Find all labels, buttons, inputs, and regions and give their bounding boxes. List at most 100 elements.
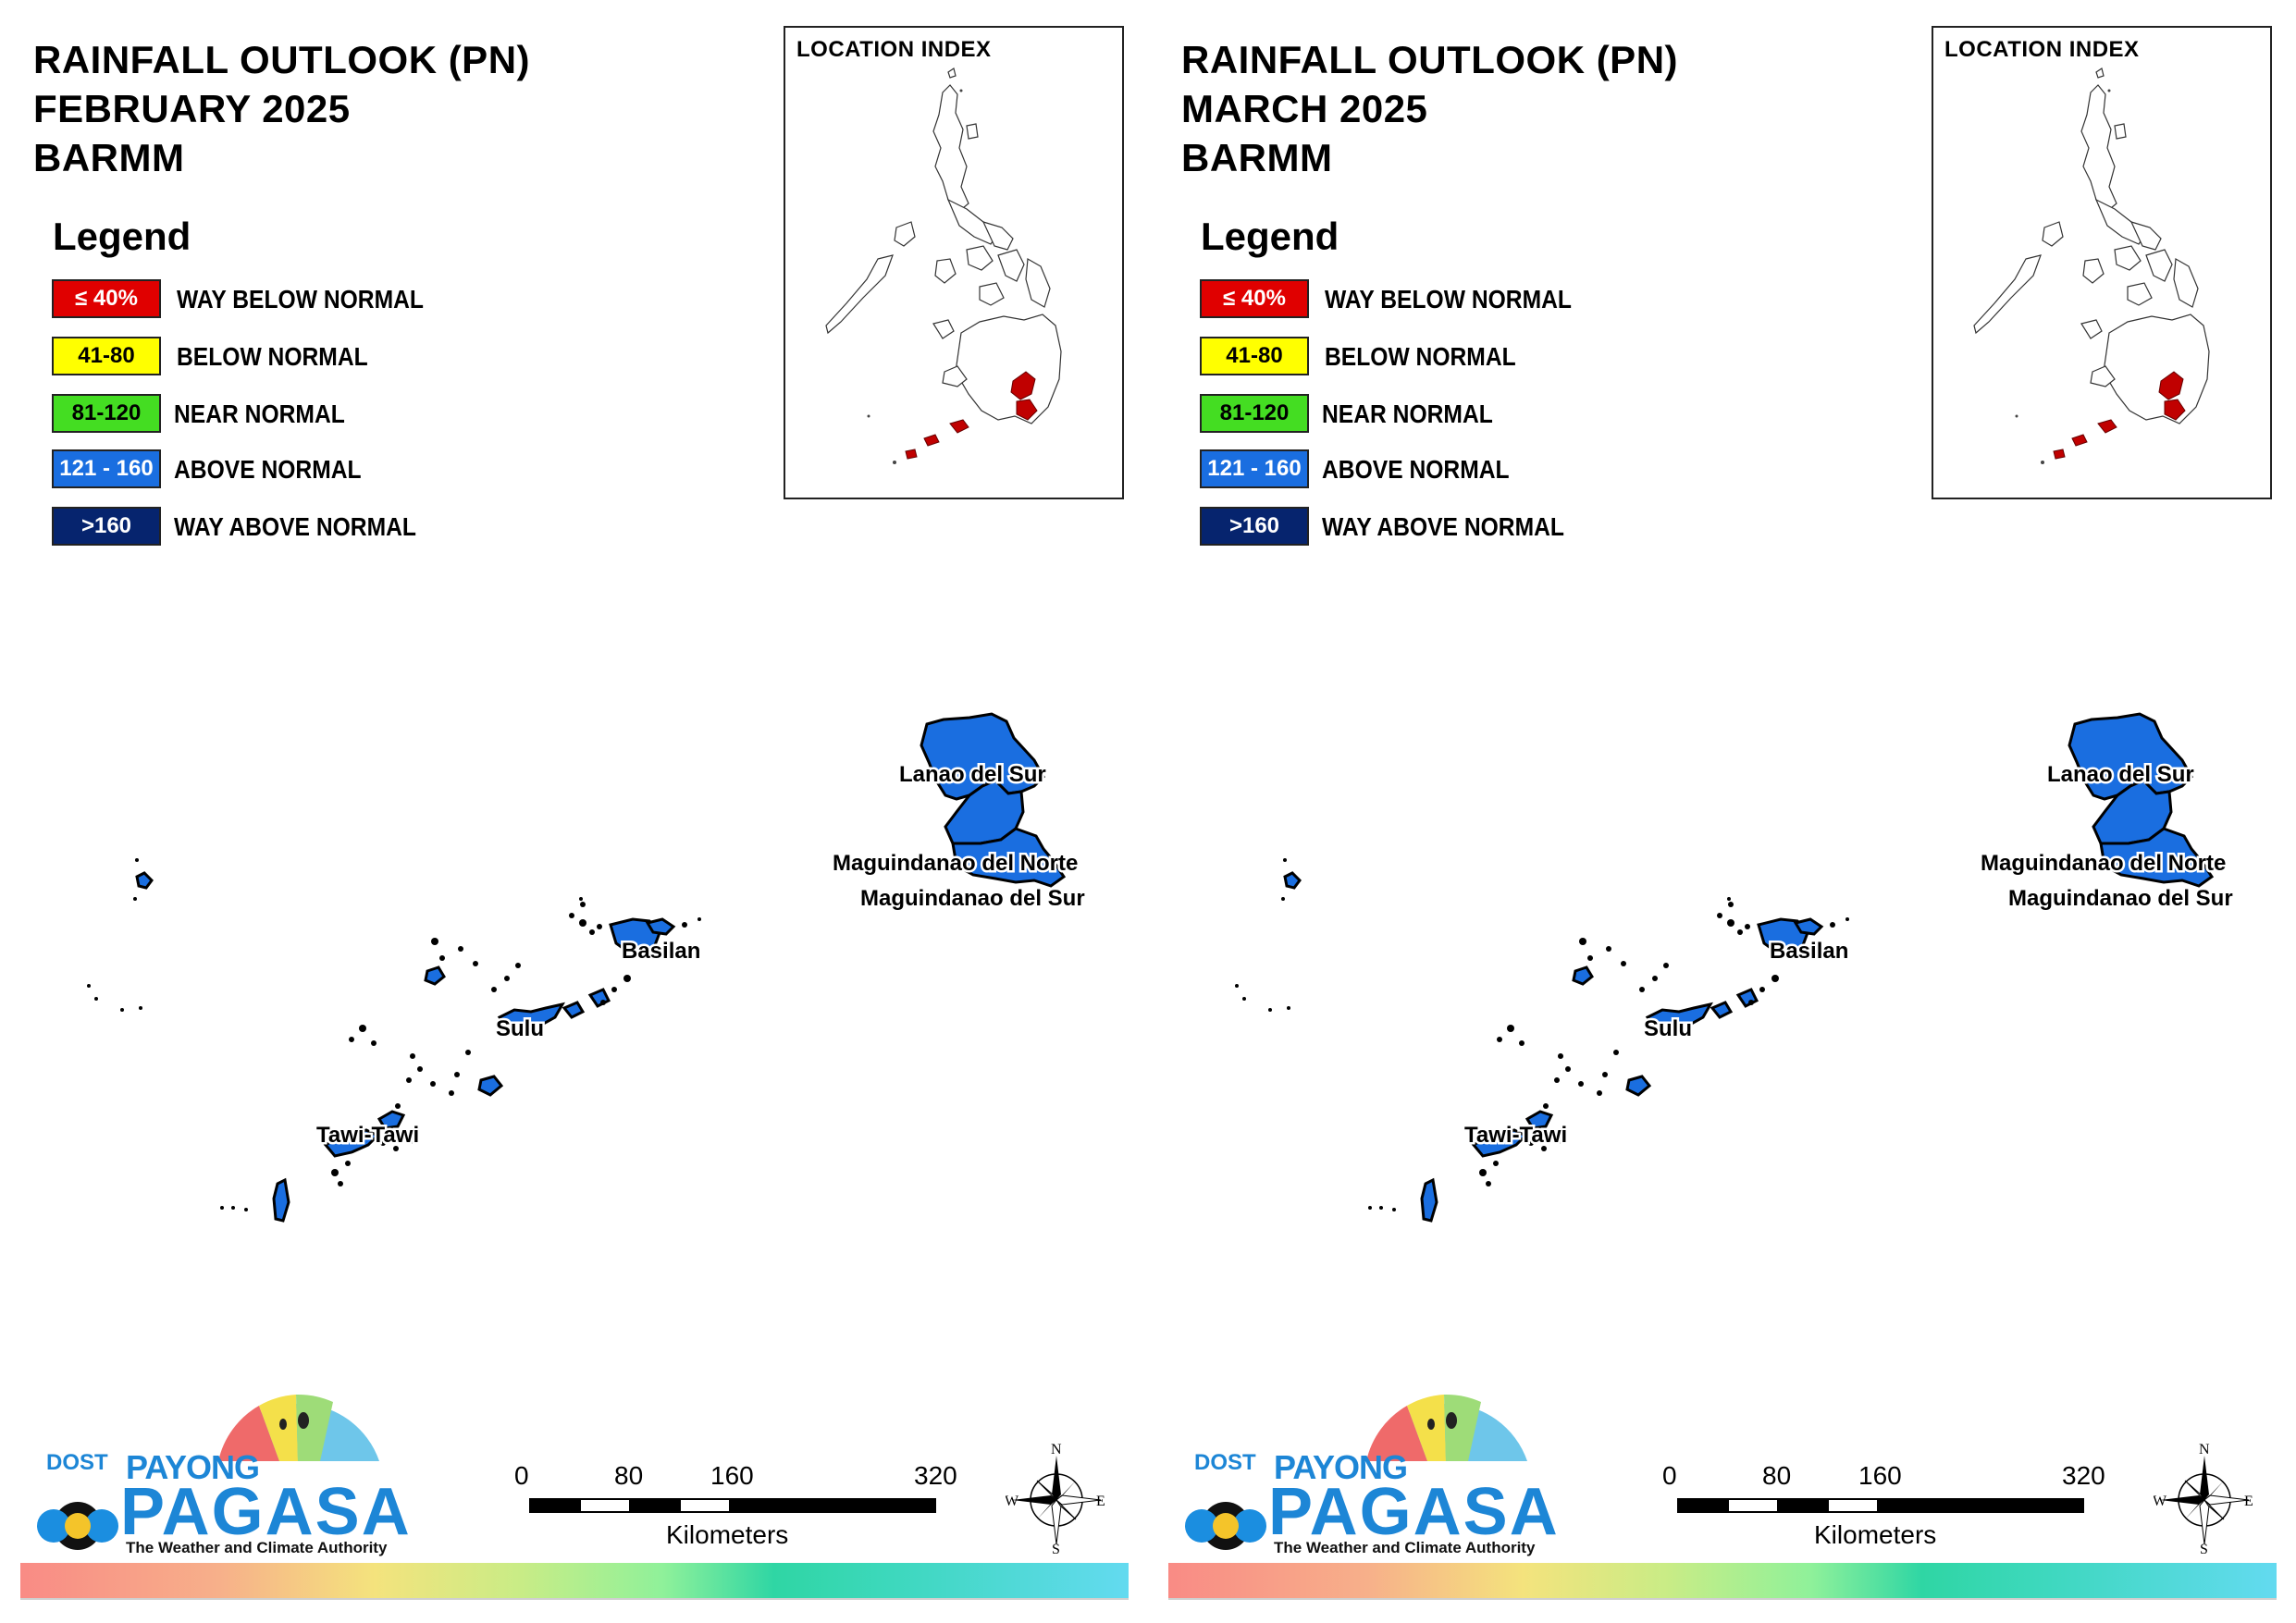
outlook-panel-1: RAINFALL OUTLOOK (PN) FEBRUARY 2025 BARM… xyxy=(0,26,1148,1600)
scale-segment xyxy=(529,1498,581,1513)
scale-segment xyxy=(1827,1498,1879,1513)
scale-unit: Kilometers xyxy=(666,1520,789,1549)
location-index-inset: LOCATION INDEX xyxy=(1932,26,2272,499)
scale-segment xyxy=(1777,1498,1829,1513)
region-basilan xyxy=(1757,917,1810,956)
logo-tagline: The Weather and Climate Authority xyxy=(126,1539,388,1556)
compass-s: S xyxy=(2200,1542,2208,1554)
title-line: RAINFALL OUTLOOK (PN) xyxy=(33,38,531,81)
legend-item: 81-120 NEAR NORMAL xyxy=(1200,394,1644,436)
compass-s: S xyxy=(1052,1542,1060,1554)
logo-payong-text: PAYONG xyxy=(1274,1448,1408,1486)
scale-unit: Kilometers xyxy=(1814,1520,1937,1549)
label-sulu: Sulu xyxy=(1644,1016,1692,1041)
umbrella-icon xyxy=(1185,1394,1527,1550)
scale-segment xyxy=(629,1498,681,1513)
logo-dost-text: DOST xyxy=(46,1450,108,1475)
scale-tick: 80 xyxy=(614,1461,644,1490)
outlook-panel-2: RAINFALL OUTLOOK (PN) MARCH 2025 BARMM L… xyxy=(1148,0,2296,1623)
legend-label: WAY BELOW NORMAL xyxy=(177,285,424,314)
region-sulu xyxy=(1645,1002,1713,1034)
scale-segment xyxy=(729,1498,936,1513)
logo-tagline: The Weather and Climate Authority xyxy=(1274,1539,1536,1556)
legend-label: WAY ABOVE NORMAL xyxy=(174,512,416,541)
title-line: FEBRUARY 2025 xyxy=(33,87,351,130)
region-tawi-tawi xyxy=(323,1128,380,1158)
region-maguindanao-del-sur xyxy=(951,827,1067,888)
compass-n: N xyxy=(2199,1443,2210,1457)
title-line: MARCH 2025 xyxy=(1181,87,1428,130)
legend-swatch: >160 xyxy=(1200,507,1309,546)
region-tawi-tawi xyxy=(1471,1128,1528,1158)
payong-pagasa-logo: DOST PAYONG PAGASA The Weather and Clima… xyxy=(19,1387,410,1572)
philippines-outline-map xyxy=(1973,68,2210,464)
barmm-regions: Lanao del Sur Maguindanao del Norte Magu… xyxy=(87,712,1087,1223)
label-maguindanao-del-sur: Maguindanao del Sur xyxy=(860,886,1085,911)
divider xyxy=(1168,1598,2277,1600)
title-line: RAINFALL OUTLOOK (PN) xyxy=(1181,38,1679,81)
payong-pagasa-logo: DOST PAYONG PAGASA The Weather and Clima… xyxy=(1167,1387,1558,1572)
label-tawi-tawi: Tawi-Tawi xyxy=(316,1123,419,1148)
legend-title: Legend xyxy=(53,215,191,258)
barmm-map: Lanao del Sur Maguindanao del Norte Magu… xyxy=(1148,684,2296,1258)
scale-segment xyxy=(1877,1498,2084,1513)
logo-pagasa-text: PAGASA xyxy=(1268,1475,1560,1549)
scale-tick: 0 xyxy=(1662,1461,1677,1490)
legend-label: BELOW NORMAL xyxy=(1325,342,1516,371)
inset-title: LOCATION INDEX xyxy=(796,37,992,62)
title-line: BARMM xyxy=(1181,136,1333,179)
legend-item: 121 - 160 ABOVE NORMAL xyxy=(52,449,496,492)
scale-tick: 80 xyxy=(1762,1461,1792,1490)
label-lanao-del-sur: Lanao del Sur xyxy=(2047,762,2194,787)
divider xyxy=(20,1598,1129,1600)
logo-payong-text: PAYONG xyxy=(126,1448,260,1486)
philippines-outline-map xyxy=(825,68,1062,464)
region-sulu xyxy=(497,1002,565,1034)
legend-item: >160 WAY ABOVE NORMAL xyxy=(52,507,496,549)
region-basilan xyxy=(609,917,662,956)
scale-tick: 160 xyxy=(1858,1461,1902,1490)
barmm-regions: Lanao del Sur Maguindanao del Norte Magu… xyxy=(1235,712,2235,1223)
scale-tick: 320 xyxy=(2062,1461,2105,1490)
legend-swatch: 121 - 160 xyxy=(1200,449,1309,488)
legend-item: ≤ 40% WAY BELOW NORMAL xyxy=(52,279,496,322)
label-basilan: Basilan xyxy=(622,939,700,964)
legend-label: ABOVE NORMAL xyxy=(1322,455,1510,484)
legend-label: WAY BELOW NORMAL xyxy=(1325,285,1572,314)
legend-label: WAY ABOVE NORMAL xyxy=(1322,512,1564,541)
legend-item: 121 - 160 ABOVE NORMAL xyxy=(1200,449,1644,492)
scale-bar: 0 80 160 320 Kilometers xyxy=(514,1461,962,1563)
legend-label: BELOW NORMAL xyxy=(177,342,368,371)
brand-gradient-bar xyxy=(20,1563,1129,1598)
scale-segment xyxy=(679,1498,731,1513)
legend-item: 81-120 NEAR NORMAL xyxy=(52,394,496,436)
legend-swatch: 121 - 160 xyxy=(52,449,161,488)
barmm-map: Lanao del Sur Maguindanao del Norte Magu… xyxy=(0,684,1148,1258)
brand-gradient-bar xyxy=(1168,1563,2277,1598)
legend-title: Legend xyxy=(1201,215,1339,258)
compass-rose-icon: N E S W xyxy=(2153,1442,2253,1557)
compass-w: W xyxy=(1006,1494,1019,1509)
label-tawi-tawi: Tawi-Tawi xyxy=(1464,1123,1567,1148)
logo-dost-text: DOST xyxy=(1194,1450,1256,1475)
legend-label: NEAR NORMAL xyxy=(1322,400,1493,428)
legend-item: 41-80 BELOW NORMAL xyxy=(52,337,496,379)
compass-n: N xyxy=(1051,1443,1062,1457)
label-sulu: Sulu xyxy=(496,1016,544,1041)
compass-w: W xyxy=(2154,1494,2167,1509)
scale-segment xyxy=(1727,1498,1779,1513)
legend-swatch: 41-80 xyxy=(52,337,161,375)
scale-segment xyxy=(579,1498,631,1513)
label-maguindanao-del-sur: Maguindanao del Sur xyxy=(2008,886,2233,911)
title-line: BARMM xyxy=(33,136,185,179)
legend-swatch: 41-80 xyxy=(1200,337,1309,375)
legend-item: 41-80 BELOW NORMAL xyxy=(1200,337,1644,379)
location-index-inset: LOCATION INDEX xyxy=(784,26,1124,499)
legend-item: ≤ 40% WAY BELOW NORMAL xyxy=(1200,279,1644,322)
map-title: RAINFALL OUTLOOK (PN) MARCH 2025 BARMM xyxy=(1181,35,1678,182)
compass-e: E xyxy=(1096,1494,1105,1509)
scale-tick: 160 xyxy=(710,1461,754,1490)
legend-label: ABOVE NORMAL xyxy=(174,455,362,484)
compass-e: E xyxy=(2244,1494,2253,1509)
label-maguindanao-del-norte: Maguindanao del Norte xyxy=(833,851,1078,876)
